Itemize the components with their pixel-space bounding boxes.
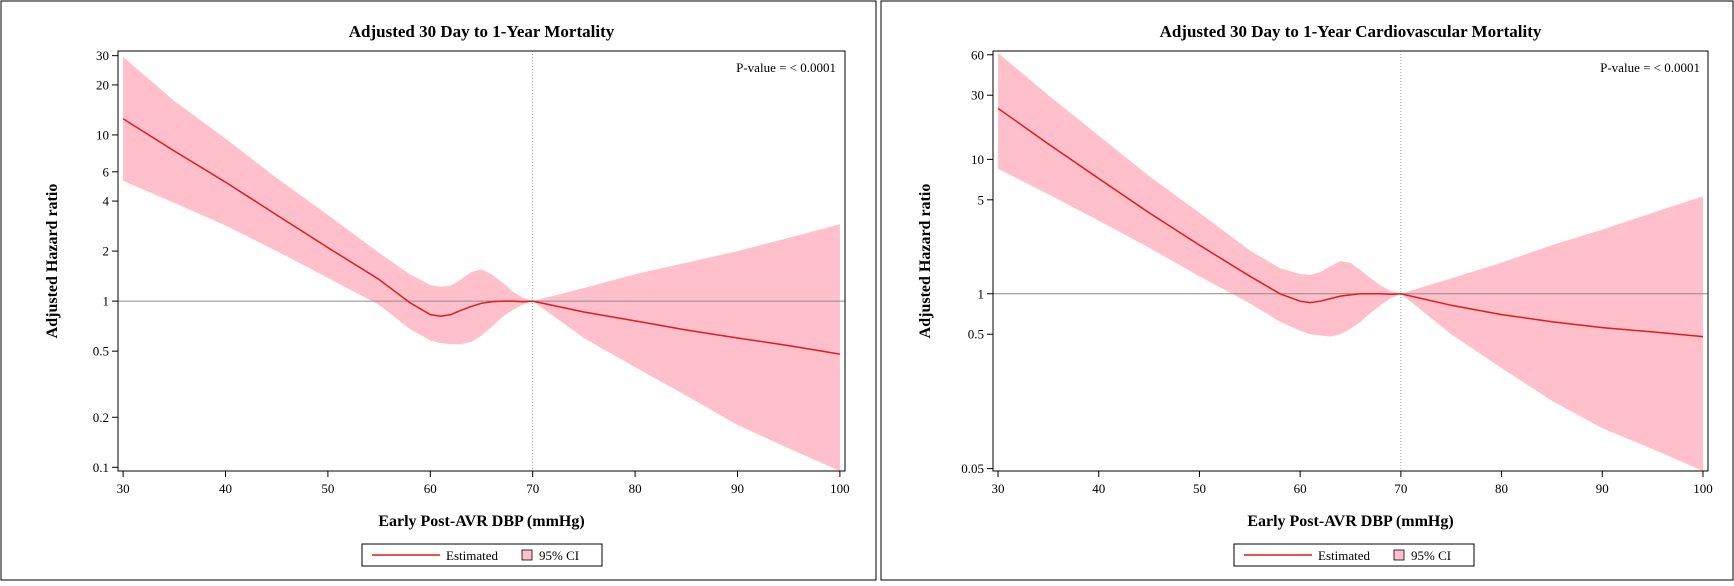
legend-box (361, 543, 603, 567)
p-value-annotation: P-value = < 0.0001 (1600, 60, 1700, 75)
x-tick-label: 30 (117, 481, 130, 496)
x-tick-label: 50 (321, 481, 334, 496)
plot-area-frame (117, 50, 846, 472)
y-tick-label: 5 (978, 192, 985, 207)
estimate-line (122, 118, 841, 355)
x-axis-label: Early Post-AVR DBP (mmHg) (378, 513, 584, 530)
y-tick-label: 30 (971, 88, 984, 103)
y-tick-label: 20 (96, 77, 109, 92)
plot-area-frame (992, 50, 1709, 472)
y-tick-label: 1 (103, 294, 110, 309)
y-tick-label: 6 (103, 164, 110, 179)
x-tick-label: 40 (1092, 481, 1105, 496)
x-tick-label: 70 (526, 481, 539, 496)
x-tick-label: 80 (629, 481, 642, 496)
legend-ci-label: 95% CI (1411, 548, 1451, 563)
y-tick-label: 2 (103, 244, 110, 259)
x-tick-label: 30 (992, 481, 1005, 496)
chart-title: Adjusted 30 Day to 1-Year Cardiovascular… (1160, 22, 1542, 41)
y-tick-label: 10 (96, 127, 109, 142)
x-tick-label: 60 (1294, 481, 1307, 496)
legend: Estimated 95% CI (361, 543, 603, 567)
ci-band (123, 56, 840, 472)
legend-estimate-label: Estimated (1318, 548, 1370, 563)
legend-box (1233, 543, 1475, 567)
y-tick-label: 30 (96, 48, 109, 63)
estimate-line (997, 107, 1704, 338)
x-tick-label: 60 (424, 481, 437, 496)
x-tick-label: 100 (1693, 481, 1713, 496)
legend-estimate-label: Estimated (446, 548, 498, 563)
legend: Estimated 95% CI (1233, 543, 1475, 567)
y-tick-label: 4 (103, 194, 110, 209)
y-tick-label: 0.5 (93, 344, 109, 359)
y-tick-label: 0.2 (93, 410, 109, 425)
x-tick-label: 90 (1596, 481, 1609, 496)
y-tick-label: 0.05 (961, 461, 984, 476)
x-tick-label: 50 (1193, 481, 1206, 496)
legend-ci-label: 95% CI (539, 548, 579, 563)
ci-band (998, 52, 1703, 472)
y-axis-label: Adjusted Hazard ratio (44, 184, 61, 339)
y-tick-label: 0.5 (968, 327, 984, 342)
legend-ci-swatch (1393, 549, 1405, 561)
legend-ci-swatch (521, 549, 533, 561)
y-axis-label: Adjusted Hazard ratio (917, 184, 934, 339)
x-tick-label: 90 (731, 481, 744, 496)
y-tick-label: 10 (971, 152, 984, 167)
y-tick-label: 1 (978, 286, 985, 301)
x-tick-label: 100 (830, 481, 850, 496)
x-tick-label: 70 (1394, 481, 1407, 496)
chart-title: Adjusted 30 Day to 1-Year Mortality (349, 22, 615, 41)
x-tick-label: 80 (1495, 481, 1508, 496)
p-value-annotation: P-value = < 0.0001 (736, 60, 836, 75)
x-tick-label: 40 (219, 481, 232, 496)
panel-cardiovascular-mortality: 30 40 50 60 70 80 90 100 0.05 0.5 1 5 10 30 60 Adjusted… (880, 0, 1734, 581)
x-axis-label: Early Post-AVR DBP (mmHg) (1247, 513, 1453, 530)
y-tick-label: 0.1 (93, 460, 109, 475)
panel-all-cause-mortality: 30 40 50 60 70 80 90 100 0.1 0.2 0.5 1 2 4 6 10 20 30 Adju… (0, 0, 877, 581)
y-tick-label: 60 (971, 47, 984, 62)
